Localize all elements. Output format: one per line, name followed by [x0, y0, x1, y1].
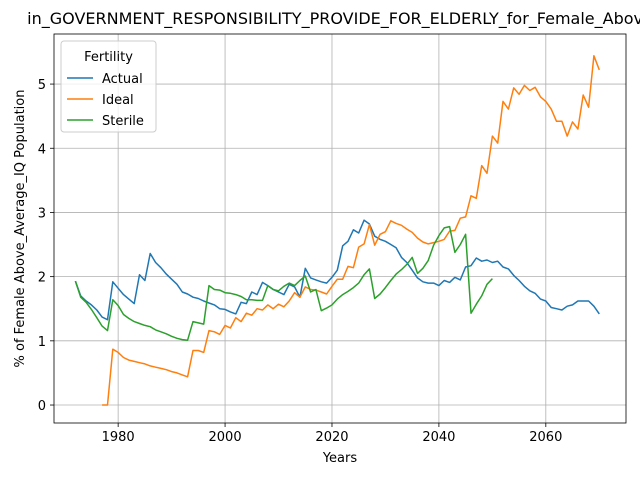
legend-label-actual: Actual	[102, 72, 143, 87]
legend-box	[60, 40, 157, 133]
legend-label-ideal: Ideal	[102, 93, 134, 108]
legend-label-sterile: Sterile	[102, 114, 144, 129]
x-tick-label: 2000	[209, 430, 242, 445]
y-tick-label: 3	[38, 206, 46, 221]
x-tick-label: 2020	[315, 430, 348, 445]
x-tick-label: 1980	[102, 430, 135, 445]
series-layer	[74, 55, 601, 406]
legend: Fertility Actual Ideal Sterile	[60, 40, 157, 133]
y-tick-label: 0	[38, 399, 46, 414]
grid	[54, 34, 626, 423]
y-tick-label: 2	[38, 271, 46, 286]
chart-title: in_GOVERNMENT_RESPONSIBILITY_PROVIDE_FOR…	[27, 9, 640, 29]
series-line-actual	[74, 219, 600, 321]
y-tick-label: 4	[38, 142, 46, 157]
x-tick-label: 2060	[529, 430, 562, 445]
x-axis-label: Years	[322, 451, 358, 466]
x-tick-label: 2040	[422, 430, 455, 445]
y-tick-label: 1	[38, 335, 46, 350]
y-tick-label: 5	[38, 78, 46, 93]
series-line-ideal	[102, 55, 601, 406]
ticks: 1980 2000 2020 2040 2060 0 1 2 3 4 5	[38, 78, 563, 445]
legend-title: Fertility	[84, 50, 133, 65]
series-line-sterile	[74, 225, 493, 341]
y-axis-label: % of Female Above_Average_IQ Population	[13, 90, 28, 368]
plot-frame	[53, 33, 627, 424]
